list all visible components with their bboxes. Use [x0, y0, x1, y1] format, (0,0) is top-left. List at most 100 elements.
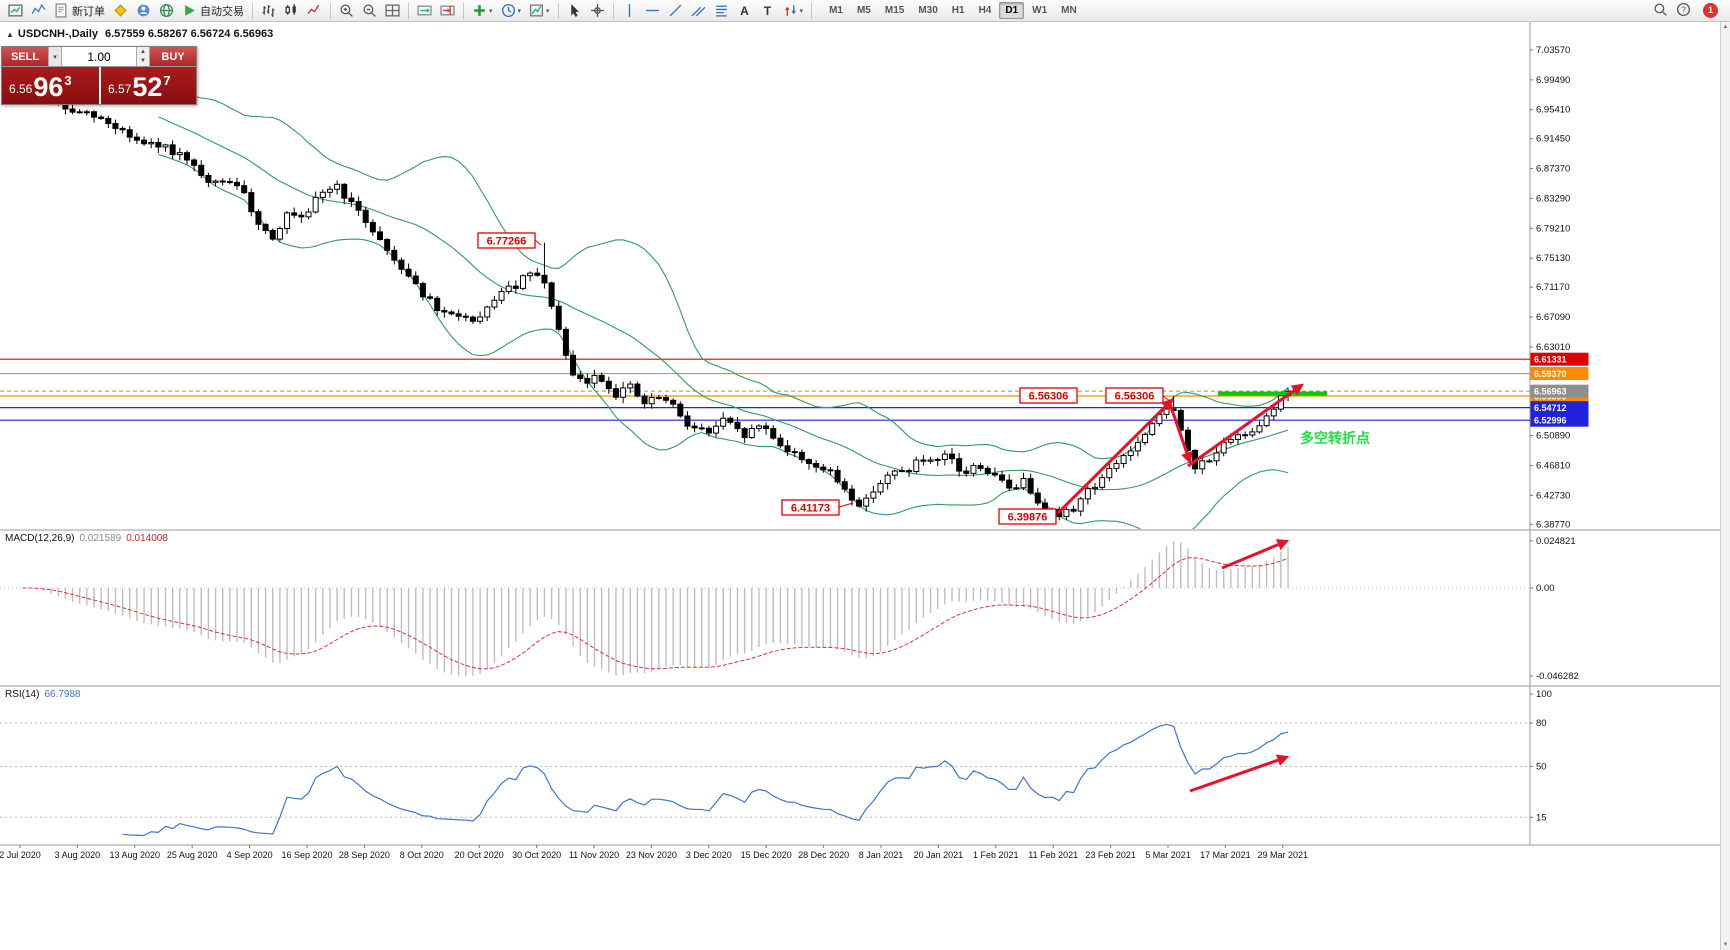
timeframe-mn-button[interactable]: MN	[1061, 5, 1077, 16]
rsi-axis-label: 80	[1536, 718, 1547, 729]
rsi-plot	[0, 722, 1530, 837]
price-axis-label: 6.75130	[1536, 253, 1570, 264]
collapse-triangle-icon[interactable]: ▲	[6, 30, 14, 39]
ask-price-display[interactable]: 6.57 52 7	[99, 67, 196, 104]
price-label-box[interactable]	[477, 232, 536, 249]
search-icon	[1653, 2, 1668, 17]
chart-shift-icon	[440, 3, 455, 18]
label-tool-button[interactable]: T	[757, 1, 778, 20]
price-label-box[interactable]	[1105, 387, 1164, 404]
charts-window-button[interactable]	[5, 1, 26, 20]
timeframe-m1-button[interactable]: M1	[829, 5, 843, 16]
indicators-button[interactable]: ▾	[469, 1, 496, 20]
volume-input[interactable]	[62, 47, 136, 66]
trend-arrow[interactable]	[1189, 754, 1290, 793]
chinese-note-text[interactable]: 多空转折点	[1300, 430, 1370, 446]
toolbar-right: ? 1	[1649, 0, 1726, 22]
periods-button[interactable]: ▾	[498, 1, 525, 20]
green-resistance-segment[interactable]	[1218, 391, 1327, 396]
timeframe-m15-button[interactable]: M15	[884, 5, 905, 16]
trend-arrow[interactable]	[1168, 403, 1193, 465]
trade-panel-prices: 6.56 96 3 6.57 52 7	[2, 67, 196, 104]
new-order-icon	[54, 3, 69, 18]
sell-button[interactable]: SELL	[2, 47, 48, 66]
trend-arrow[interactable]	[1056, 398, 1174, 515]
price-label-text: 6.56306	[1029, 391, 1069, 403]
help-button[interactable]: ?	[1673, 0, 1694, 19]
fibonacci-tool-button[interactable]	[711, 1, 732, 20]
scroll-down-icon[interactable]: ▼	[1722, 942, 1729, 948]
line-chart-mode-button[interactable]	[304, 1, 325, 20]
tick-chart-button[interactable]	[28, 1, 49, 20]
zoom-in-button[interactable]	[336, 1, 357, 20]
search-button[interactable]	[1650, 0, 1671, 19]
timeframe-w1-button[interactable]: W1	[1032, 5, 1048, 16]
vertical-scrollbar[interactable]: ▲ ▼	[1720, 22, 1730, 950]
timeframe-d1-button[interactable]: D1	[999, 2, 1025, 19]
buy-button[interactable]: BUY	[150, 47, 196, 66]
chart-window-icon	[8, 3, 23, 18]
fib-icon	[714, 3, 729, 18]
vertical-line-tool-button[interactable]	[619, 1, 640, 20]
date-axis-label: 23 Feb 2021	[1085, 850, 1136, 860]
price-axis-label: 6.95410	[1536, 105, 1570, 116]
community-button[interactable]	[156, 1, 177, 20]
chart-shift-button[interactable]	[437, 1, 458, 20]
trend-arrow[interactable]	[1221, 539, 1290, 570]
bid-big-digits: 96	[33, 72, 64, 102]
metaeditor-button[interactable]	[110, 1, 131, 20]
step-down-icon[interactable]: ▼	[137, 56, 149, 66]
autotrading-button[interactable]: 自动交易	[179, 1, 247, 20]
date-axis-label: 1 Feb 2021	[973, 850, 1019, 860]
toolbar-separator	[330, 2, 331, 19]
volume-stepper[interactable]: ▲ ▼	[136, 47, 150, 66]
candles[interactable]	[19, 77, 1292, 521]
timeframe-m30-button[interactable]: M30	[918, 5, 938, 16]
zoom-out-button[interactable]	[359, 1, 380, 20]
price-label-box[interactable]	[998, 508, 1057, 525]
bid-sup-digit: 3	[64, 73, 72, 88]
auto-scroll-button[interactable]	[414, 1, 435, 20]
toolbar-separator	[612, 2, 614, 19]
tile-windows-button[interactable]	[382, 1, 403, 20]
templates-button[interactable]: ▾	[526, 1, 553, 20]
trendline-tool-button[interactable]	[665, 1, 686, 20]
candlestick-mode-button[interactable]	[281, 1, 302, 20]
price-tag	[1530, 413, 1589, 427]
cursor-tool-button[interactable]	[564, 1, 585, 20]
date-axis-label: 3 Aug 2020	[55, 850, 101, 860]
step-up-icon[interactable]: ▲	[137, 47, 149, 57]
bar-chart-mode-button[interactable]	[258, 1, 279, 20]
chart-title: ▲ USDCNH-,Daily 6.57559 6.58267 6.56724 6.…	[6, 28, 273, 40]
price-axis-label: 6.99490	[1536, 75, 1570, 86]
timeframe-h4-button[interactable]: H4	[978, 5, 992, 16]
cursor-icon	[567, 3, 582, 18]
price-label-text: 6.41173	[791, 503, 830, 515]
date-axis-label: 28 Dec 2020	[798, 850, 849, 860]
price-tag	[1530, 367, 1589, 381]
new-order-button[interactable]: 新订单	[51, 1, 108, 20]
volume-dropdown[interactable]: ▾	[48, 47, 62, 66]
terminal-icon	[136, 3, 151, 18]
date-axis-label: 11 Nov 2020	[569, 850, 619, 860]
date-axis-label: 25 Aug 2020	[167, 850, 218, 860]
date-axis-label: 20 Jan 2021	[914, 850, 964, 860]
crosshair-tool-button[interactable]	[587, 1, 608, 20]
channel-tool-button[interactable]	[688, 1, 709, 20]
notification-badge[interactable]: 1	[1703, 3, 1718, 18]
grid-icon	[385, 3, 400, 18]
bid-price-display[interactable]: 6.56 96 3	[2, 67, 99, 104]
vline-icon	[622, 3, 637, 18]
arrows-tool-button[interactable]: ▾	[780, 1, 807, 20]
trade-panel-top-row: SELL ▾ ▲▼ BUY	[2, 47, 196, 67]
price-label-box[interactable]	[781, 499, 840, 516]
horizontal-line-tool-button[interactable]	[642, 1, 663, 20]
timeframe-m5-button[interactable]: M5	[856, 5, 871, 16]
price-label-box[interactable]	[1019, 387, 1078, 404]
scroll-up-icon[interactable]: ▲	[1722, 24, 1729, 30]
timeframe-h1-button[interactable]: H1	[951, 5, 965, 16]
market-watch-button[interactable]	[133, 1, 154, 20]
trend-arrow[interactable]	[1187, 383, 1304, 468]
text-tool-button[interactable]: A	[734, 1, 755, 20]
